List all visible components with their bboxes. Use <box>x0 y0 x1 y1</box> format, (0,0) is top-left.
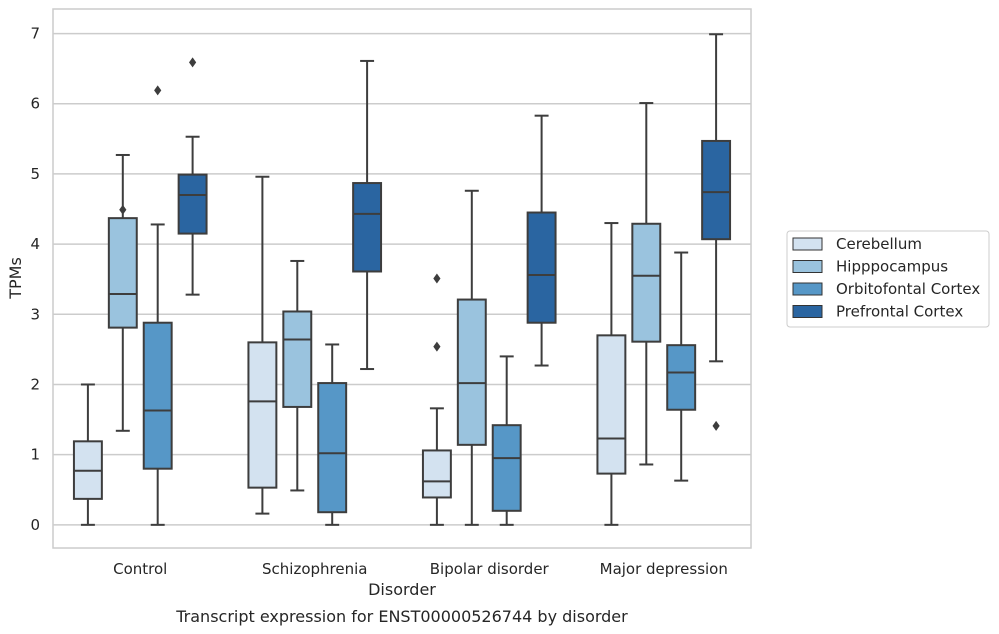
box-prefrontal-cortex <box>177 57 208 296</box>
box-cerebellum <box>72 383 103 526</box>
legend-frame <box>786 230 990 328</box>
outlier-point <box>119 204 127 215</box>
box-iqr <box>631 222 662 343</box>
box-hipppocampus <box>631 102 662 466</box>
box-cerebellum <box>596 222 627 526</box>
box-cerebellum <box>421 273 452 526</box>
box-iqr <box>352 182 383 273</box>
box-iqr <box>666 344 697 411</box>
box-iqr <box>421 449 452 499</box>
y-tick-label: 5 <box>30 165 40 183</box>
box-orbitofontal-cortex <box>491 355 522 526</box>
outlier-point <box>712 420 720 431</box>
legend-swatch <box>792 260 823 273</box>
box-iqr <box>142 321 173 470</box>
x-tick-labels: Control Schizophrenia Bipolar disorder Majo… <box>113 560 728 578</box>
y-tick-label: 7 <box>30 25 40 43</box>
legend-swatch <box>792 305 823 318</box>
box-orbitofontal-cortex <box>666 251 697 482</box>
y-tick-labels: 0 1 2 3 4 5 6 7 <box>30 25 40 534</box>
outlier-point <box>154 85 162 96</box>
outlier-point <box>189 57 197 68</box>
box-iqr <box>247 341 278 489</box>
y-axis-label: TPMs <box>6 257 25 300</box>
box-orbitofontal-cortex <box>317 343 348 526</box>
outlier-point <box>433 341 441 352</box>
legend-label: Cerebellum <box>836 235 922 253</box>
y-tick-label: 6 <box>30 95 40 113</box>
boxes-layer <box>72 33 732 526</box>
legend-swatch <box>792 237 823 251</box>
y-tick-label: 0 <box>30 516 40 534</box>
box-prefrontal-cortex <box>526 114 557 367</box>
box-hipppocampus <box>282 259 313 492</box>
box-iqr <box>596 334 627 475</box>
box-iqr <box>177 173 208 235</box>
box-hipppocampus <box>456 189 487 526</box>
legend-label: Hipppocampus <box>836 258 948 276</box>
y-tick-label: 2 <box>30 375 40 393</box>
box-cerebellum <box>247 175 278 515</box>
box-iqr <box>491 424 522 512</box>
legend-swatch <box>792 282 823 296</box>
chart-caption: Transcript expression for ENST0000052674… <box>175 607 628 626</box>
box-iqr <box>107 217 138 329</box>
y-tick-label: 4 <box>30 235 40 253</box>
x-tick-label: Schizophrenia <box>262 560 367 578</box>
legend: Cerebellum Hipppocampus Orbitofontal Corte… <box>786 230 990 328</box>
plot-frame <box>52 8 752 549</box>
box-iqr <box>456 298 487 446</box>
box-iqr <box>317 382 348 514</box>
legend-label: Prefrontal Cortex <box>836 303 963 321</box>
box-iqr <box>526 211 557 324</box>
box-prefrontal-cortex <box>701 33 732 431</box>
box-iqr <box>282 310 313 408</box>
box-orbitofontal-cortex <box>142 85 173 526</box>
y-tick-label: 1 <box>30 446 40 464</box>
x-tick-label: Bipolar disorder <box>430 560 550 578</box>
y-tick-label: 3 <box>30 305 40 323</box>
box-iqr <box>701 139 732 241</box>
box-prefrontal-cortex <box>352 59 383 371</box>
x-axis-label: Disorder <box>368 580 436 599</box>
box-hipppocampus <box>107 153 138 432</box>
legend-label: Orbitofontal Cortex <box>836 280 980 298</box>
x-tick-label: Control <box>113 560 167 578</box>
outlier-point <box>433 273 441 284</box>
x-tick-label: Major depression <box>600 560 728 578</box>
